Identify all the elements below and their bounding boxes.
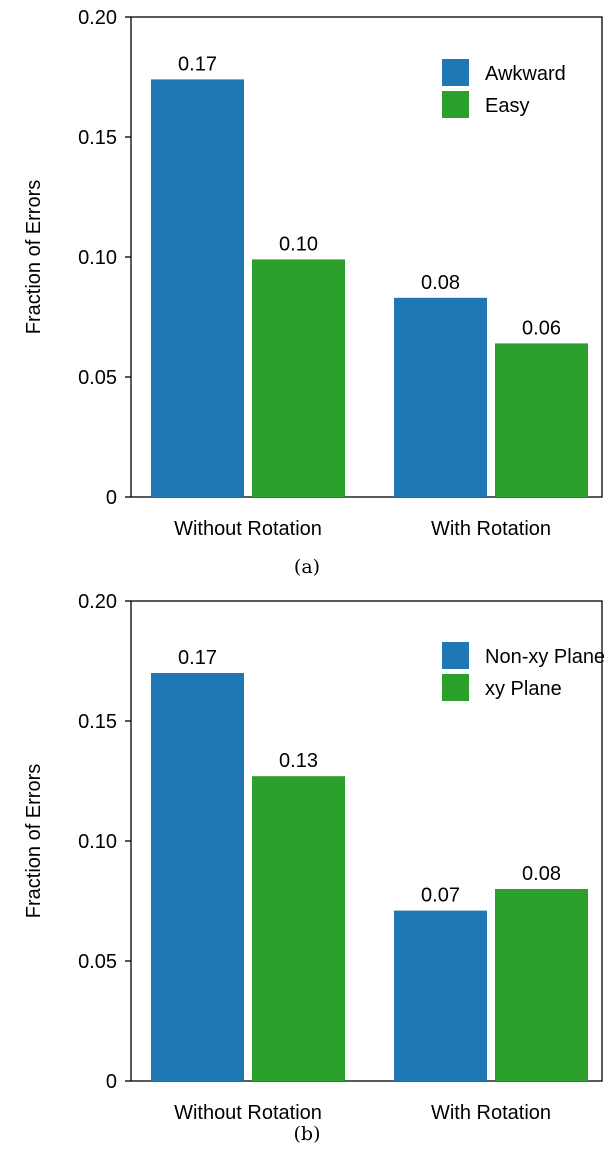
y-tick-label: 0 [106, 1071, 117, 1093]
bar-non-xy-plane [394, 910, 487, 1081]
data-label: 0.08 [522, 863, 561, 885]
data-label: 0.10 [279, 233, 318, 255]
data-label: 0.06 [522, 317, 561, 339]
y-tick-label: 0.05 [78, 951, 117, 973]
y-tick-label: 0.20 [78, 7, 117, 29]
bar-xy-plane [252, 776, 345, 1081]
legend: Awkward Easy [442, 59, 566, 118]
bar-easy [252, 259, 345, 497]
y-tick-label: 0.10 [78, 831, 117, 853]
chart-b: 0 0.05 0.10 0.15 0.20 Fraction of Errors 0.17 0… [23, 591, 605, 1145]
y-tick-label: 0.15 [78, 127, 117, 149]
x-tick-label: With Rotation [431, 1102, 551, 1124]
x-tick-label: Without Rotation [174, 1102, 322, 1124]
x-tick-label: With Rotation [431, 518, 551, 540]
y-tick-label: 0 [106, 487, 117, 509]
bar-awkward [151, 79, 244, 498]
legend-label: Non-xy Plane [485, 646, 605, 668]
bar-awkward [394, 297, 487, 497]
legend-swatch [442, 91, 469, 118]
data-label: 0.07 [421, 885, 460, 907]
data-label: 0.17 [178, 647, 217, 669]
legend-label: xy Plane [485, 678, 562, 700]
legend-label: Awkward [485, 63, 566, 85]
y-tick-label: 0.10 [78, 247, 117, 269]
legend: Non-xy Plane xy Plane [442, 642, 605, 701]
x-tick-label: Without Rotation [174, 518, 322, 540]
y-axis-label: Fraction of Errors [23, 764, 45, 918]
y-axis-label: Fraction of Errors [23, 180, 45, 334]
chart-caption: (a) [294, 556, 320, 578]
y-tick-label: 0.15 [78, 711, 117, 733]
bar-easy [495, 343, 588, 497]
legend-label: Easy [485, 95, 529, 117]
data-label: 0.08 [421, 272, 460, 294]
data-label: 0.13 [279, 750, 318, 772]
bar-xy-plane [495, 889, 588, 1081]
data-label: 0.17 [178, 53, 217, 75]
bar-non-xy-plane [151, 673, 244, 1081]
chart-a: 0 0.05 0.10 0.15 0.20 Fraction of Errors 0.17 0… [23, 7, 603, 578]
y-tick-label: 0.20 [78, 591, 117, 613]
y-tick-label: 0.05 [78, 367, 117, 389]
legend-swatch [442, 59, 469, 86]
legend-swatch [442, 642, 469, 669]
chart-caption: (b) [294, 1123, 321, 1145]
legend-swatch [442, 674, 469, 701]
